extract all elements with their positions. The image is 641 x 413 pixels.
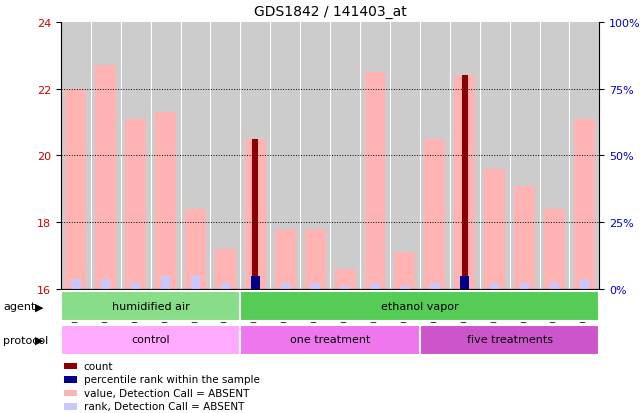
Text: GDS1842 / 141403_at: GDS1842 / 141403_at: [254, 5, 406, 19]
Text: control: control: [131, 335, 170, 344]
Text: humidified air: humidified air: [112, 301, 190, 311]
Text: agent: agent: [3, 301, 36, 311]
Bar: [574, 119, 595, 290]
Bar: [155, 113, 176, 290]
Text: ethanol vapor: ethanol vapor: [381, 301, 459, 311]
Bar: [191, 276, 200, 290]
Bar: [304, 230, 326, 290]
Bar: [240, 291, 599, 322]
Bar: [335, 270, 356, 290]
Bar: [514, 186, 535, 290]
Bar: [579, 280, 589, 290]
Bar: [462, 76, 468, 290]
Bar: [275, 230, 296, 290]
Bar: [131, 283, 140, 290]
Bar: [460, 280, 469, 290]
Bar: [370, 283, 379, 290]
Bar: [490, 283, 499, 290]
Bar: [484, 169, 505, 290]
Bar: [550, 283, 559, 290]
Bar: [215, 249, 236, 290]
Bar: [420, 325, 599, 356]
Text: ▶: ▶: [35, 335, 44, 345]
Bar: [64, 376, 77, 383]
Bar: [61, 291, 240, 322]
Text: one treatment: one treatment: [290, 335, 370, 344]
Bar: [125, 119, 146, 290]
Bar: [101, 280, 110, 290]
Bar: [251, 283, 260, 290]
Bar: [64, 363, 77, 370]
Bar: [454, 76, 475, 290]
Bar: [221, 283, 230, 290]
Text: rank, Detection Call = ABSENT: rank, Detection Call = ABSENT: [83, 401, 244, 411]
Text: value, Detection Call = ABSENT: value, Detection Call = ABSENT: [83, 388, 249, 398]
Bar: [544, 209, 565, 290]
Bar: [400, 286, 410, 290]
Bar: [310, 283, 320, 290]
Bar: [430, 283, 440, 290]
Text: ▶: ▶: [35, 301, 44, 311]
Bar: [64, 403, 77, 410]
Text: percentile rank within the sample: percentile rank within the sample: [83, 375, 260, 385]
Bar: [424, 140, 445, 290]
Bar: [460, 276, 469, 290]
Bar: [394, 253, 415, 290]
Bar: [251, 276, 260, 290]
Bar: [240, 325, 420, 356]
Bar: [96, 66, 116, 290]
Bar: [185, 209, 206, 290]
Bar: [245, 140, 266, 290]
Bar: [520, 283, 529, 290]
Bar: [64, 389, 77, 396]
Bar: [252, 140, 258, 290]
Bar: [161, 276, 171, 290]
Bar: [365, 73, 385, 290]
Text: five treatments: five treatments: [467, 335, 553, 344]
Text: protocol: protocol: [3, 335, 49, 345]
Bar: [71, 280, 81, 290]
Bar: [61, 325, 240, 356]
Bar: [340, 286, 350, 290]
Text: count: count: [83, 361, 113, 371]
Bar: [65, 90, 87, 290]
Bar: [281, 283, 290, 290]
